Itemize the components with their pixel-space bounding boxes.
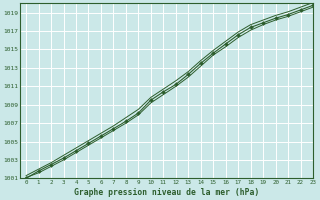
X-axis label: Graphe pression niveau de la mer (hPa): Graphe pression niveau de la mer (hPa) xyxy=(74,188,259,197)
